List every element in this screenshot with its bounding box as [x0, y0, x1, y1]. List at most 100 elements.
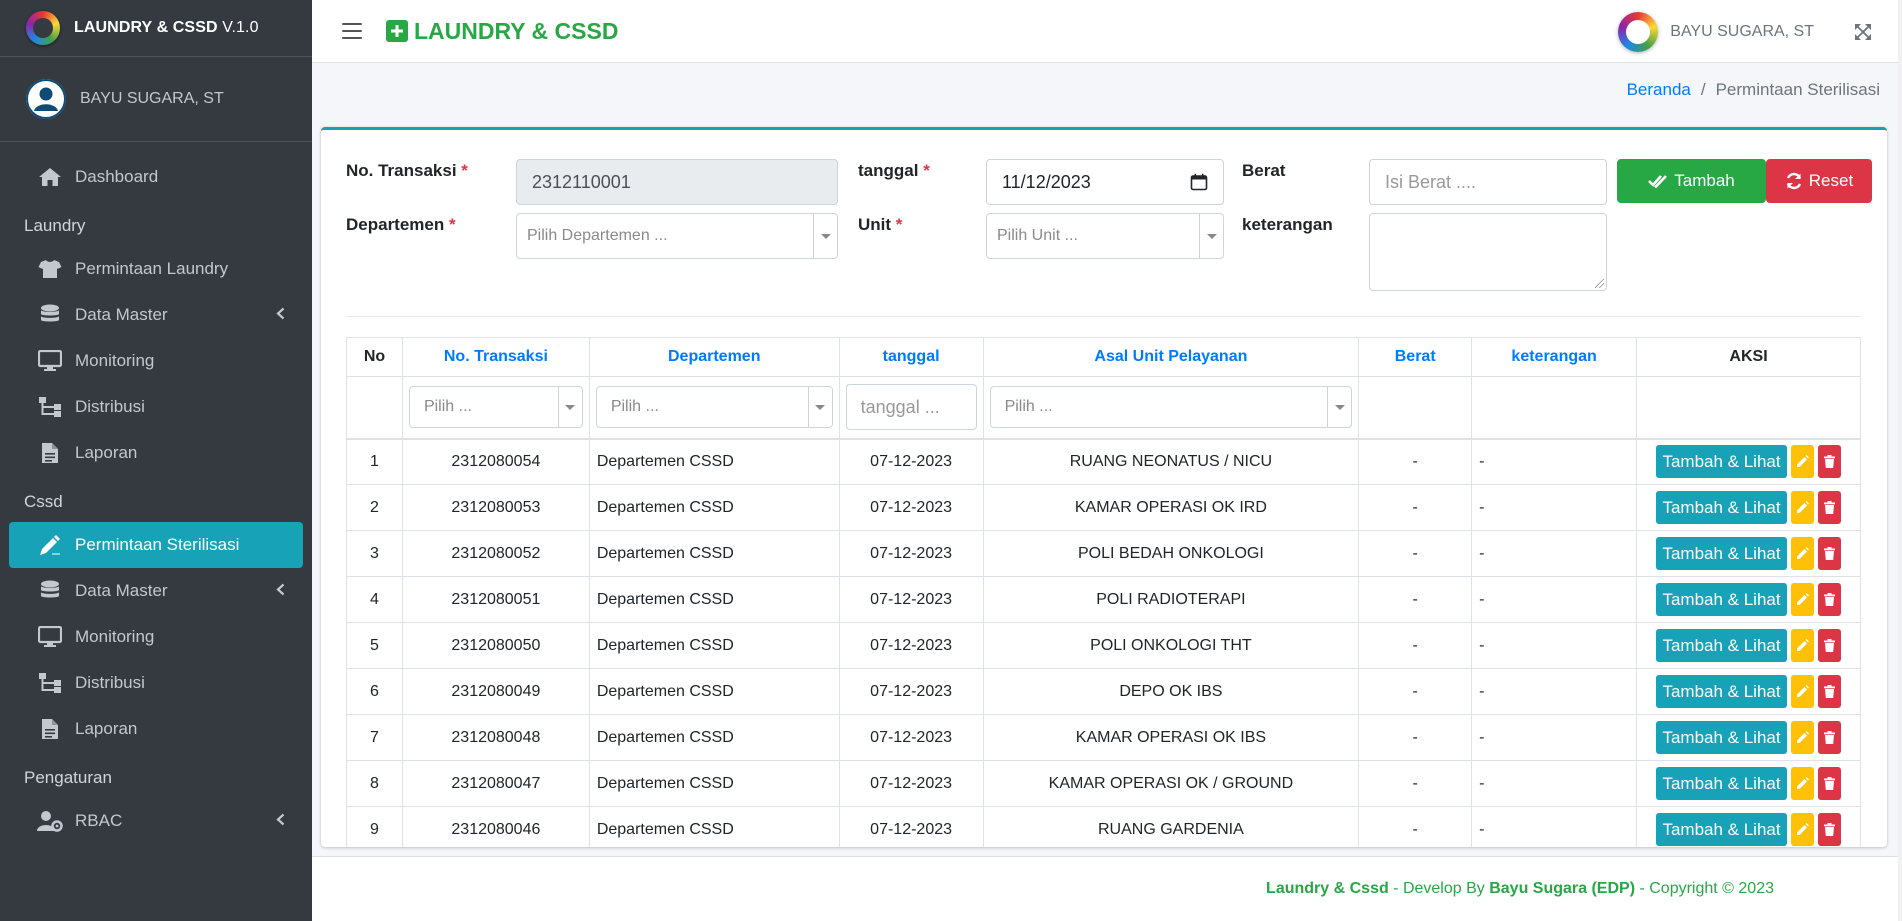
no-transaksi-input[interactable]: 2312110001 [516, 159, 838, 205]
cell-tanggal: 07-12-2023 [838, 668, 984, 715]
col-header-berat[interactable]: Berat [1358, 337, 1473, 377]
breadcrumb-separator: / [1700, 80, 1706, 99]
cell-aksi: Tambah & Lihat [1636, 576, 1861, 623]
reset-button[interactable]: Reset [1766, 159, 1872, 203]
sidebar-item-data-master[interactable]: Data Master [9, 568, 303, 614]
tambah-lihat-button[interactable]: Tambah & Lihat [1656, 445, 1787, 479]
filter-no-transaksi-select[interactable]: Pilih ... [408, 386, 583, 429]
brand-version: V.1.0 [222, 19, 259, 36]
delete-button[interactable] [1817, 813, 1841, 846]
sidebar-item-rbac[interactable]: RBAC [9, 798, 303, 844]
table-filter-row: Pilih ... Pilih ... tanggal ... Pilih ..… [346, 376, 1861, 439]
tambah-lihat-button[interactable]: Tambah & Lihat [1656, 583, 1787, 616]
tambah-lihat-button[interactable]: Tambah & Lihat [1656, 813, 1787, 846]
page-scrollbar[interactable] [1898, 0, 1902, 921]
brand-link[interactable]: LAUNDRY & CSSD V.1.0 [0, 0, 312, 57]
cell-berat: - [1358, 484, 1473, 531]
delete-button[interactable] [1817, 721, 1841, 754]
col-header-keterangan[interactable]: keterangan [1471, 337, 1638, 377]
tambah-lihat-button[interactable]: Tambah & Lihat [1656, 767, 1787, 800]
breadcrumb-home[interactable]: Beranda [1626, 80, 1691, 99]
sidebar-item-permintaan-laundry[interactable]: Permintaan Laundry [9, 246, 303, 292]
filter-tanggal-input[interactable]: tanggal ... [845, 384, 977, 431]
tanggal-input[interactable]: 11/12/2023 [986, 159, 1224, 205]
tambah-lihat-button[interactable]: Tambah & Lihat [1656, 675, 1787, 708]
breadcrumb-current: Permintaan Sterilisasi [1715, 80, 1880, 99]
chevron-left-icon [276, 583, 285, 599]
calendar-icon[interactable] [1190, 173, 1208, 191]
sidebar-item-monitoring[interactable]: Monitoring [9, 338, 303, 384]
edit-button[interactable] [1790, 767, 1814, 800]
sidebar-item-label: Data Master [75, 581, 168, 600]
cell-asal-unit: KAMAR OPERASI OK IBS [982, 714, 1360, 761]
filter-unit-select[interactable]: Pilih ... [989, 386, 1353, 429]
cell-no-transaksi: 2312080054 [401, 438, 590, 485]
tambah-label: Tambah [1674, 171, 1735, 190]
sidebar-item-laporan[interactable]: Laporan [9, 430, 303, 476]
cell-tanggal: 07-12-2023 [838, 530, 984, 577]
tambah-lihat-button[interactable]: Tambah & Lihat [1656, 537, 1787, 570]
breadcrumb: Beranda / Permintaan Sterilisasi [1627, 80, 1880, 100]
cell-asal-unit: RUANG NEONATUS / NICU [982, 438, 1360, 485]
delete-button[interactable] [1817, 583, 1841, 616]
top-navbar: LAUNDRY & CSSD BAYU SUGARA, ST [312, 0, 1902, 63]
tambah-lihat-button[interactable]: Tambah & Lihat [1656, 491, 1787, 524]
chevron-down-icon [1327, 387, 1351, 428]
filter-cell-empty [1471, 376, 1638, 439]
delete-button[interactable] [1817, 629, 1841, 662]
sidebar-item-monitoring[interactable]: Monitoring [9, 614, 303, 660]
col-header-departemen[interactable]: Departemen [588, 337, 840, 377]
user-panel[interactable]: BAYU SUGARA, ST [0, 57, 312, 142]
tambah-lihat-button[interactable]: Tambah & Lihat [1656, 629, 1787, 662]
pencil-icon [1796, 593, 1809, 605]
tambah-button[interactable]: Tambah [1617, 159, 1766, 203]
keterangan-textarea[interactable] [1369, 213, 1607, 291]
delete-button[interactable] [1817, 675, 1841, 708]
delete-button[interactable] [1817, 537, 1841, 570]
col-header-tanggal[interactable]: tanggal [838, 337, 984, 377]
row-actions: Tambah & Lihat [1637, 813, 1860, 846]
fullscreen-icon[interactable] [1854, 23, 1872, 41]
tambah-lihat-button[interactable]: Tambah & Lihat [1656, 721, 1787, 754]
col-header-no-transaksi[interactable]: No. Transaksi [401, 337, 590, 377]
departemen-select[interactable]: Pilih Departemen ... [516, 213, 838, 259]
departemen-label: Departemen * [346, 215, 456, 234]
cell-keterangan: - [1471, 760, 1638, 807]
sidebar-item-distribusi[interactable]: Distribusi [9, 384, 303, 430]
menu-toggle-icon[interactable] [342, 23, 362, 39]
edit-button[interactable] [1790, 721, 1814, 754]
delete-button[interactable] [1817, 445, 1841, 479]
berat-label: Berat [1242, 161, 1286, 180]
col-header-asal-unit[interactable]: Asal Unit Pelayanan [982, 337, 1360, 377]
top-user-name[interactable]: BAYU SUGARA, ST [1670, 22, 1814, 40]
edit-button[interactable] [1790, 445, 1814, 479]
unit-select[interactable]: Pilih Unit ... [986, 213, 1224, 259]
resize-grip-icon[interactable] [1595, 279, 1604, 288]
row-actions: Tambah & Lihat [1637, 675, 1860, 708]
cell-aksi: Tambah & Lihat [1636, 668, 1861, 715]
edit-button[interactable] [1790, 537, 1814, 570]
cell-tanggal: 07-12-2023 [838, 806, 984, 847]
main-card: No. Transaksi * 2312110001 tanggal * 11/… [321, 127, 1887, 847]
sidebar-item-data-master[interactable]: Data Master [9, 292, 303, 338]
pencil-icon [1796, 547, 1809, 559]
cell-keterangan: - [1471, 530, 1638, 577]
cell-aksi: Tambah & Lihat [1636, 760, 1861, 807]
berat-input[interactable]: Isi Berat .... [1369, 159, 1607, 205]
delete-button[interactable] [1817, 767, 1841, 800]
edit-button[interactable] [1790, 675, 1814, 708]
edit-button[interactable] [1790, 583, 1814, 616]
sidebar-item-dashboard[interactable]: Dashboard [9, 154, 303, 200]
sidebar-item-distribusi[interactable]: Distribusi [9, 660, 303, 706]
filter-departemen-select[interactable]: Pilih ... [595, 386, 833, 429]
edit-button[interactable] [1790, 491, 1814, 524]
chevron-down-icon [1199, 214, 1223, 258]
pencil-icon [1796, 731, 1809, 743]
top-user-logo[interactable] [1618, 11, 1659, 52]
delete-button[interactable] [1817, 491, 1841, 524]
edit-button[interactable] [1790, 813, 1814, 846]
sidebar-item-permintaan-sterilisasi[interactable]: Permintaan Sterilisasi [9, 522, 303, 568]
cell-berat: - [1358, 714, 1473, 761]
sidebar-item-laporan[interactable]: Laporan [9, 706, 303, 752]
edit-button[interactable] [1790, 629, 1814, 662]
